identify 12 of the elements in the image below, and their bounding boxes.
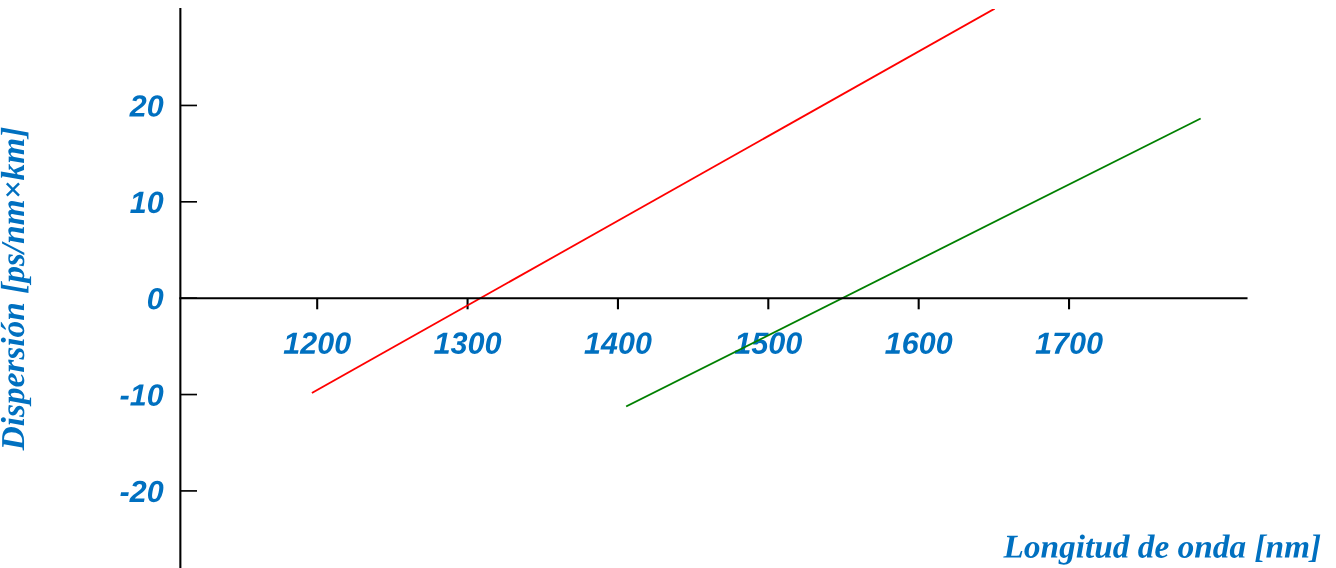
x-axis-title: Longitud de onda [nm] <box>1003 534 1321 565</box>
x-tick-label: 1200 <box>283 332 351 354</box>
x-tick-label: 1400 <box>584 332 652 354</box>
y-axis-title: Dispersión [ps/nm×km] <box>0 127 32 451</box>
y-tick-label: -20 <box>120 480 164 503</box>
x-tick-label: 1300 <box>434 332 502 354</box>
y-tick-label: 10 <box>130 191 164 214</box>
y-tick-label: -10 <box>120 384 164 406</box>
x-tick-label: 1700 <box>1035 332 1103 354</box>
y-tick-label: 0 <box>147 287 164 310</box>
y-tick-label: 20 <box>129 95 164 117</box>
x-tick-label: 1600 <box>885 332 953 354</box>
